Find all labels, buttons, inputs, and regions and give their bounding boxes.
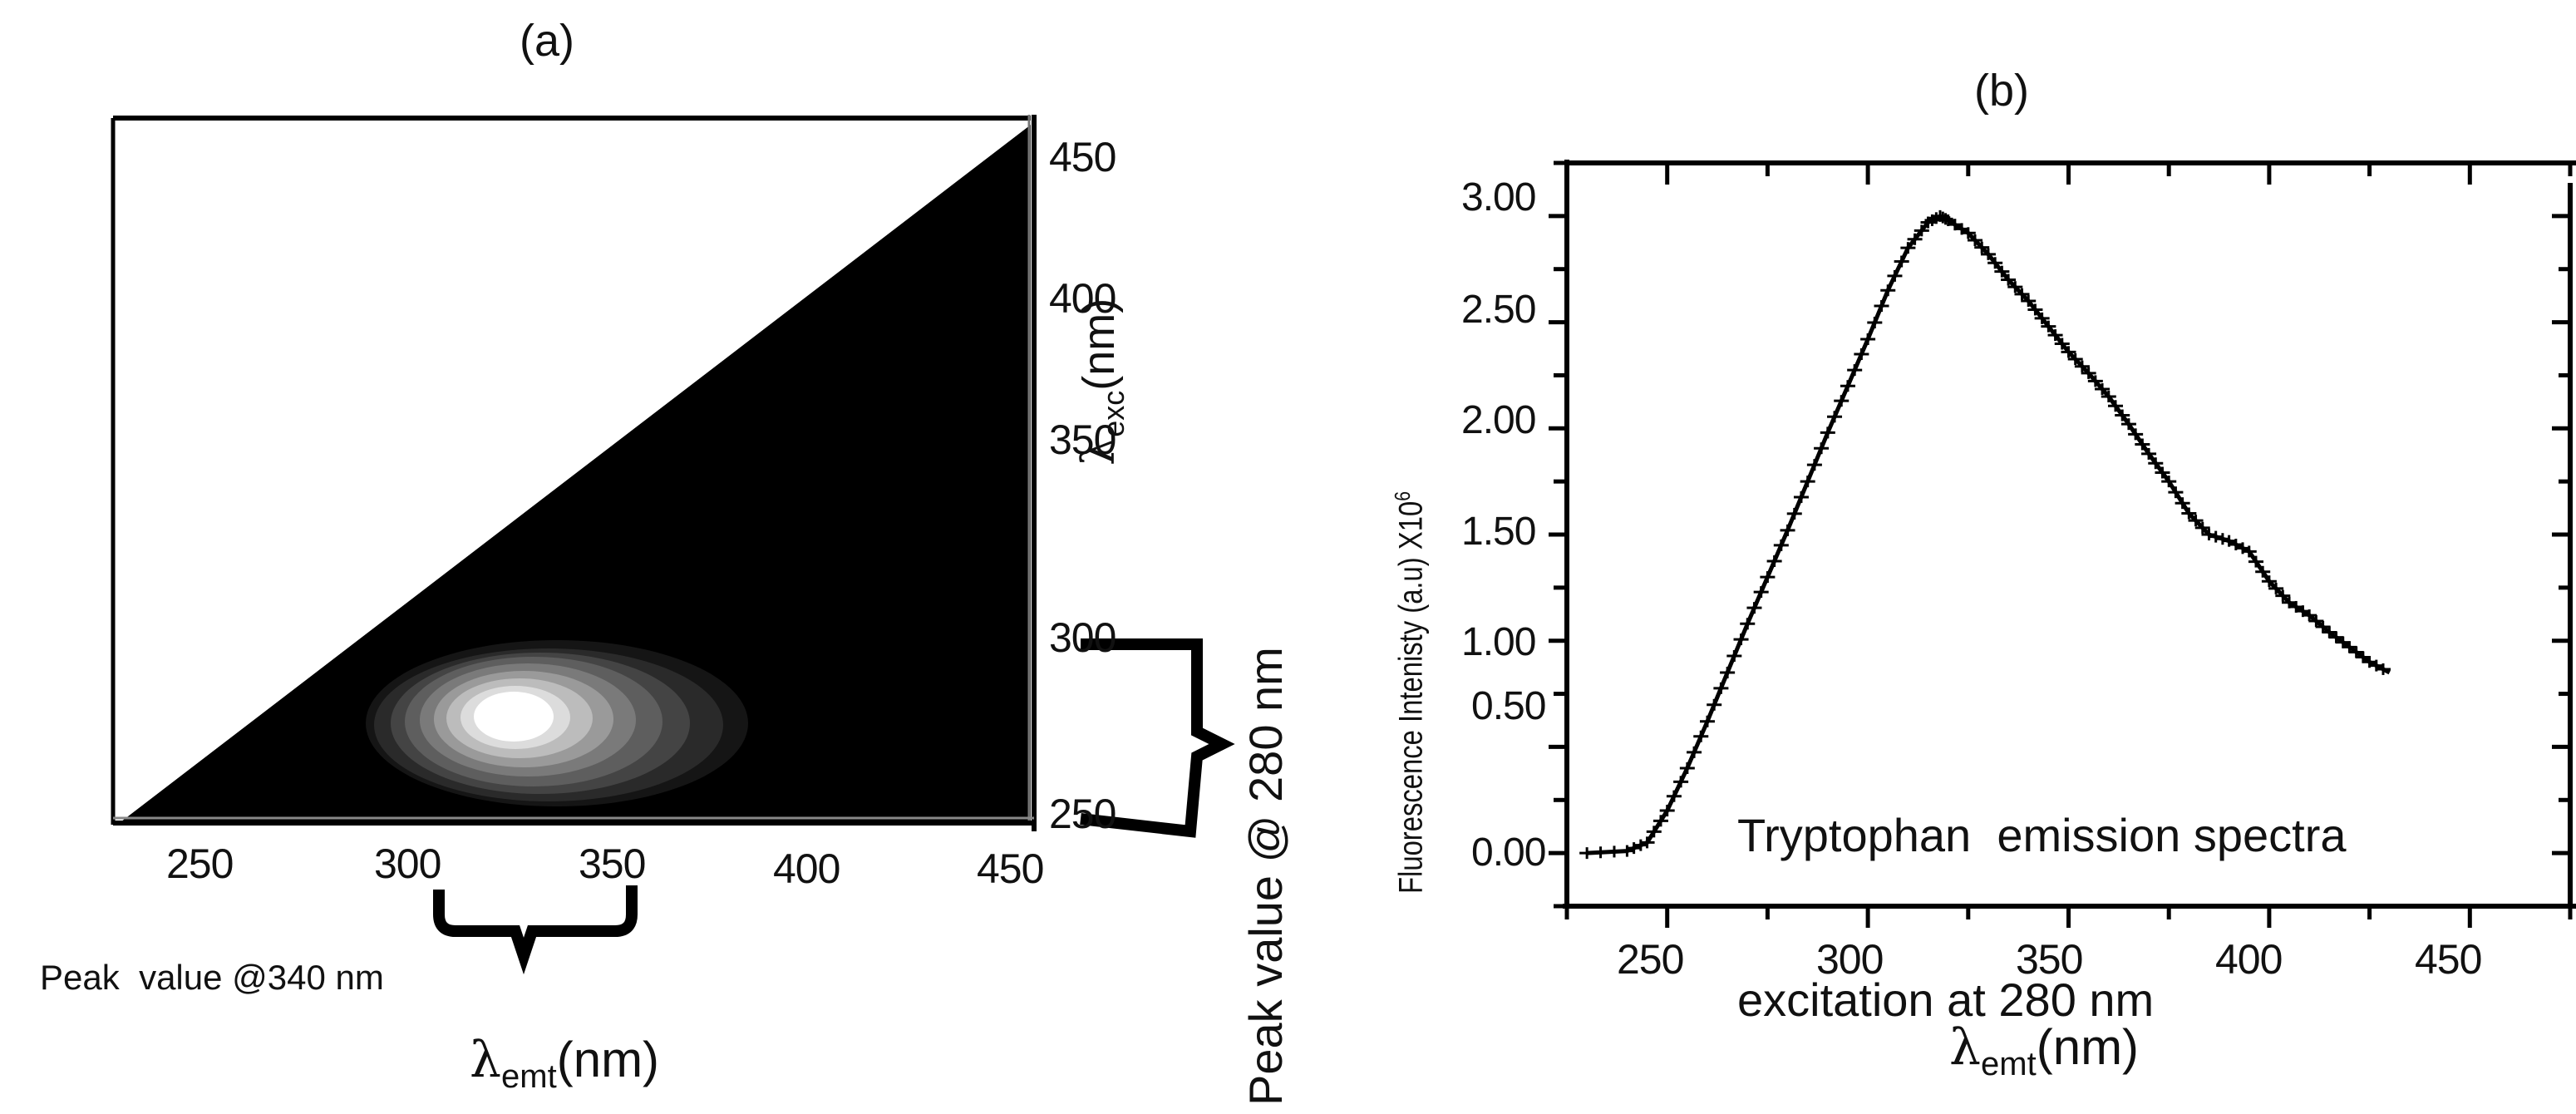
panel-b-title: (b) xyxy=(1974,66,2029,116)
panel-a-xtick: 400 xyxy=(773,845,840,892)
x-axis-unit: (nm) xyxy=(556,1032,660,1087)
panel-a-ytick: 400 xyxy=(1049,275,1116,322)
panel-a-xtick: 250 xyxy=(166,840,234,887)
panel-b-xtick: 350 xyxy=(2016,936,2083,983)
annotation-line-1: Tryptophan emission spectra xyxy=(1737,809,2347,861)
lambda-symbol: λ xyxy=(470,1031,502,1089)
curve-markers xyxy=(1579,209,2391,860)
panel-b-ytick: 0.00 xyxy=(1471,831,1546,875)
panel-a-xtick: 300 xyxy=(374,840,441,887)
peak-y-bracket xyxy=(1080,638,1235,838)
panel-b-annotation: Tryptophan emission spectra excitation a… xyxy=(1737,698,2346,1082)
panel-a-ytick: 350 xyxy=(1049,417,1116,463)
panel-b-ytick: 2.50 xyxy=(1461,288,1536,332)
y-axis-exponent: 6 xyxy=(1390,490,1415,501)
panel-b-xtick: 250 xyxy=(1617,936,1684,983)
panel-b-y-axis-label: Fluorescence Intenisty (a.u) X106 xyxy=(1390,491,1430,894)
x-axis-subscript: emt xyxy=(1981,1046,2037,1082)
panel-b-xtick: 450 xyxy=(2415,936,2482,983)
panel-b-ytick: 3.00 xyxy=(1461,175,1536,219)
panel-a-peak-x-annotation: Peak value @340 nm xyxy=(40,958,384,997)
panel-a-xtick: 450 xyxy=(977,845,1044,892)
panel-a-ytick: 450 xyxy=(1049,134,1116,180)
panel-b-x-axis-label: λemt(nm) xyxy=(1949,1018,2139,1083)
lambda-symbol: λ xyxy=(1949,1018,1982,1077)
panel-a-ytick: 250 xyxy=(1049,791,1116,837)
panel-a-x-axis-label: λemt(nm) xyxy=(470,1031,659,1096)
panel-b-ytick: 0.50 xyxy=(1471,684,1546,728)
panel-b-ytick: 1.00 xyxy=(1461,620,1536,664)
panel-b-ytick: 1.50 xyxy=(1461,510,1536,554)
peak-x-bracket xyxy=(433,885,638,975)
panel-b-xtick: 300 xyxy=(1816,936,1884,983)
contour-peak xyxy=(366,640,748,806)
panel-a-ytick: 300 xyxy=(1049,614,1116,661)
panel-b-ytick: 2.00 xyxy=(1461,398,1536,442)
x-axis-unit: (nm) xyxy=(2036,1019,2140,1075)
panel-a-xtick: 350 xyxy=(579,840,646,887)
panel-a-title: (a) xyxy=(520,16,574,66)
x-axis-subscript: emt xyxy=(501,1058,557,1095)
y-axis-label-text: Fluorescence Intenisty (a.u) X10 xyxy=(1392,500,1430,894)
annotation-line-2: excitation at 280 nm xyxy=(1737,974,2155,1026)
panel-b-xtick: 400 xyxy=(2215,936,2283,983)
